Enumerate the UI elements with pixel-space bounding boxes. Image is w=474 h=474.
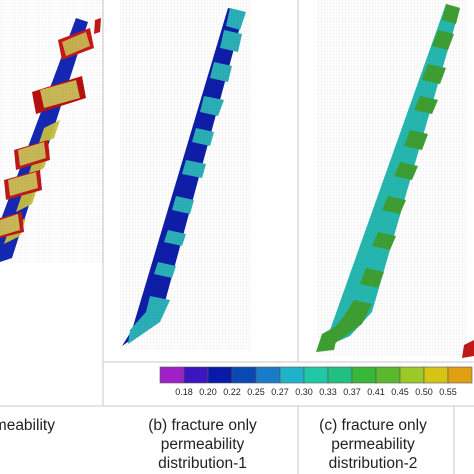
- colorbar: 0.18 0.20 0.22 0.25 0.27 0.30 0.33 0.37 0.41 0.45…: [159, 366, 473, 397]
- caption-panel-b: (b) fracture only permeability distribut…: [130, 416, 275, 473]
- colorbar-tick-label: 0.41: [367, 387, 385, 397]
- caption-panel-b-line2: permeability: [160, 436, 245, 453]
- colorbar-tick-label: 0.33: [319, 387, 337, 397]
- colorbar-swatch: [447, 366, 473, 384]
- caption-panel-b-line3: distribution-1: [158, 455, 247, 472]
- colorbar-tick-label: 0.45: [391, 387, 409, 397]
- caption-panel-a: ermeability on: [0, 416, 98, 454]
- colorbar-swatch: [183, 366, 209, 384]
- colorbar-swatch: [159, 366, 185, 384]
- colorbar-swatch: [207, 366, 233, 384]
- colorbar-tick-label: 0.30: [295, 387, 313, 397]
- colorbar-tick-label: 0.55: [439, 387, 457, 397]
- colorbar-swatch: [399, 366, 425, 384]
- caption-panel-c-line1: (c) fracture only: [319, 417, 427, 434]
- colorbar-swatch: [279, 366, 305, 384]
- colorbar-tick-label: 0.22: [223, 387, 241, 397]
- colorbar-tick-label: 0.50: [415, 387, 433, 397]
- colorbar-swatch: [351, 366, 377, 384]
- colorbar-tick-label: 0.37: [343, 387, 361, 397]
- colorbar-tick-label: 0.18: [175, 387, 193, 397]
- caption-panel-a-line2: on: [0, 435, 98, 454]
- caption-panel-c-line3: distribution-2: [328, 455, 418, 472]
- colorbar-swatch: [423, 366, 449, 384]
- panel-a-fracture-plot: [0, 0, 103, 262]
- colorbar-swatch: [255, 366, 281, 384]
- colorbar-swatch: [231, 366, 257, 384]
- panel-b-fracture-plot: [120, 0, 250, 350]
- caption-panel-c: (c) fracture only permeability distribut…: [298, 416, 448, 473]
- caption-panel-c-line2: permeability: [331, 436, 415, 453]
- colorbar-tick-label: 0.20: [199, 387, 217, 397]
- caption-panel-b-line1: (b) fracture only: [148, 417, 257, 434]
- caption-panel-a-line1: ermeability: [0, 417, 55, 434]
- colorbar-swatch: [303, 366, 329, 384]
- colorbar-tick-label: 0.27: [271, 387, 289, 397]
- panel-c-fracture-plot: [316, 0, 474, 358]
- colorbar-swatch: [327, 366, 353, 384]
- colorbar-swatch: [375, 366, 401, 384]
- colorbar-tick-label: 0.25: [247, 387, 265, 397]
